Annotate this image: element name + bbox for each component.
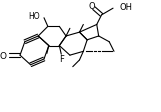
Text: F: F	[59, 54, 64, 63]
Text: OH: OH	[120, 3, 133, 12]
Text: O: O	[0, 51, 7, 60]
Text: HO: HO	[28, 12, 40, 21]
Text: O: O	[89, 2, 95, 11]
